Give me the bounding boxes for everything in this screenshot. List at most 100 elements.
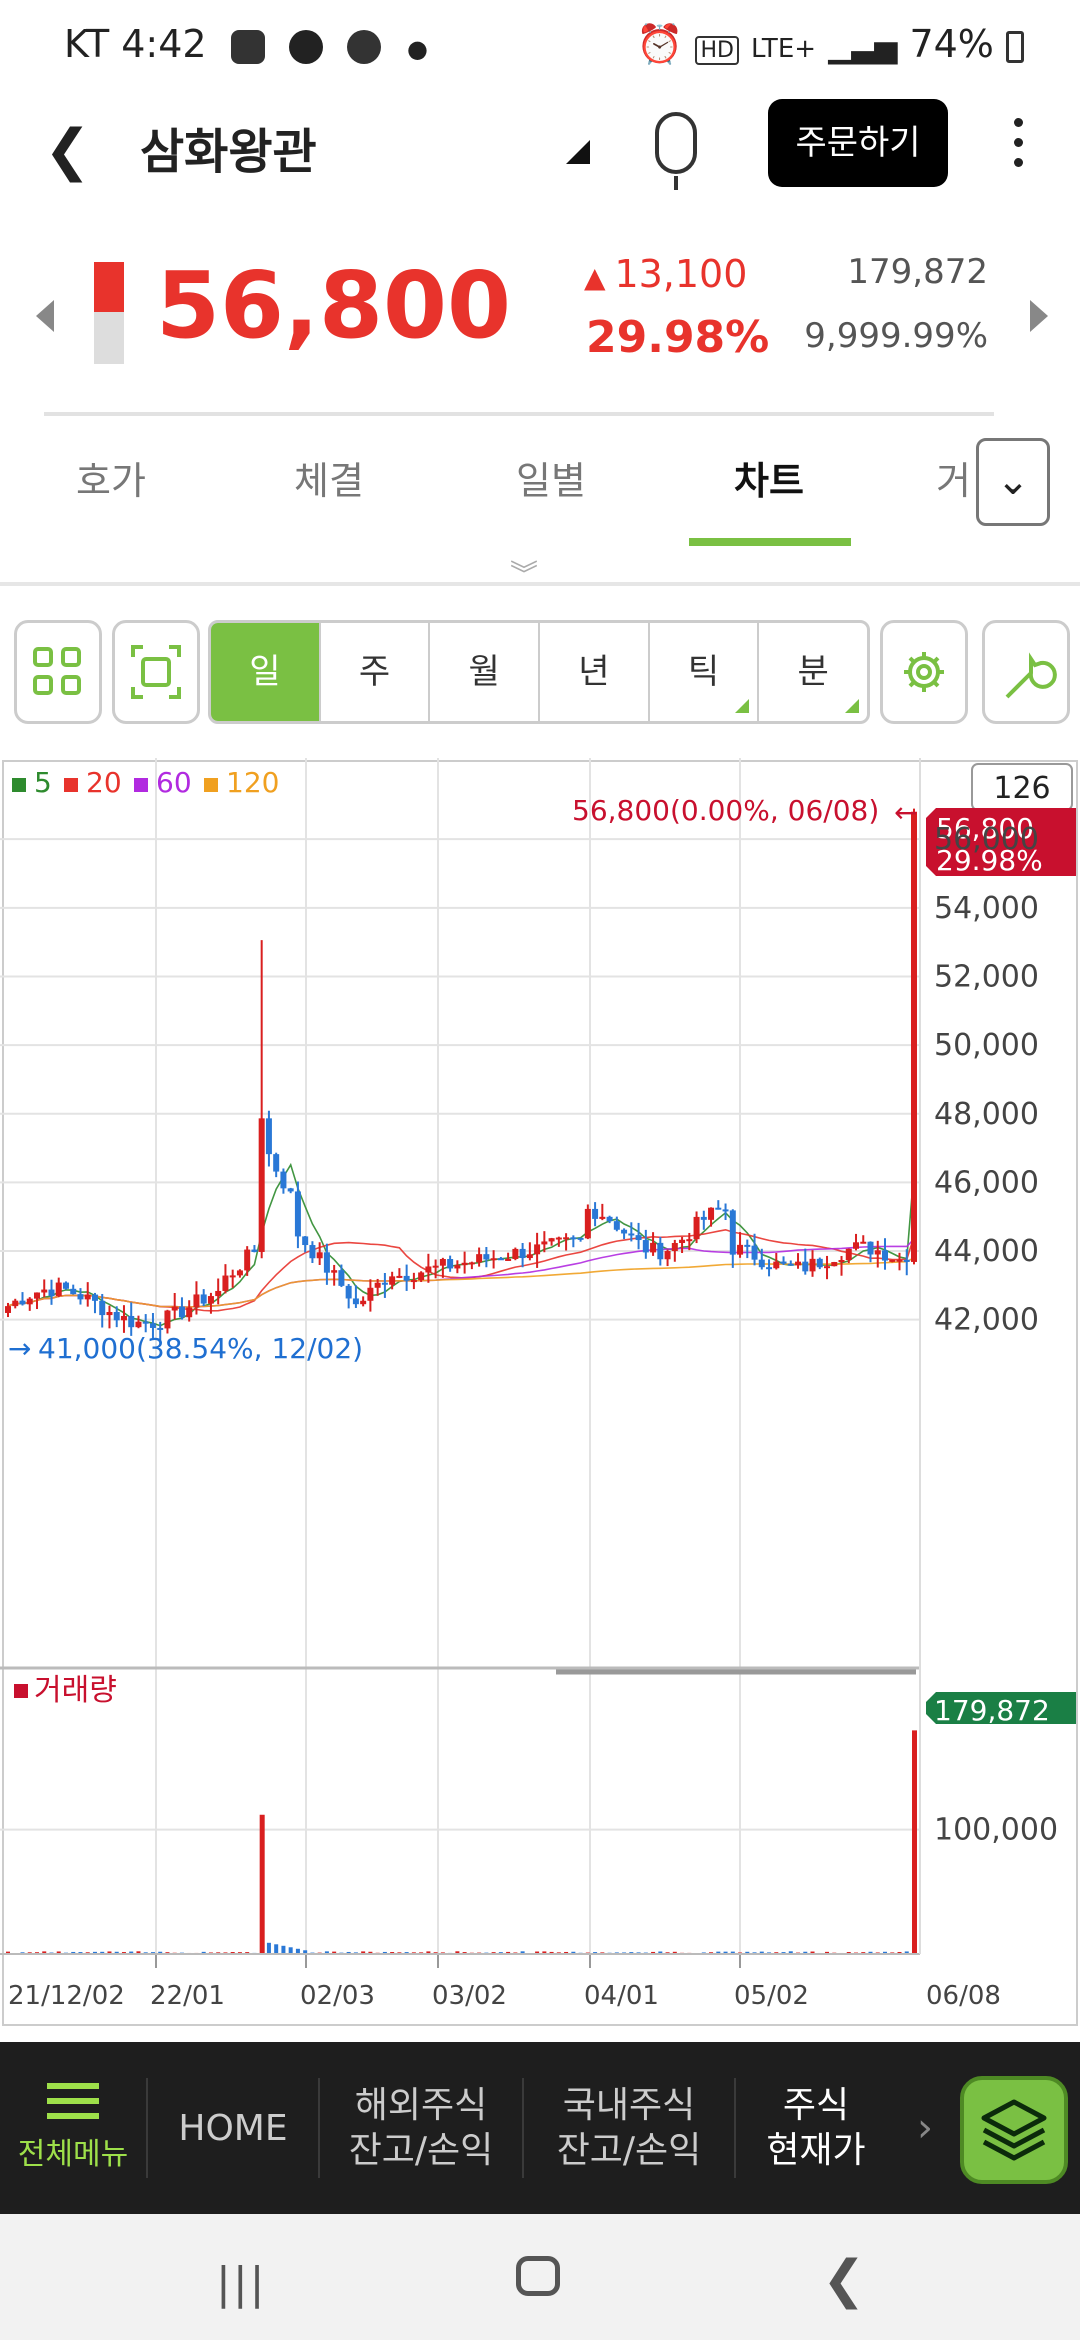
high-annotation: 56,800(0.00%, 06/08) (572, 794, 879, 827)
prev-stock-arrow-icon[interactable] (36, 300, 54, 332)
candle-body (222, 1275, 229, 1291)
candle-body (512, 1248, 519, 1259)
volume-bar (723, 1951, 728, 1954)
nav-domestic-balance[interactable]: 국내주식 잔고/손익 (524, 2042, 734, 2214)
price-tag-percent: 29.98% (936, 844, 1043, 877)
volume-bar (426, 1951, 431, 1954)
expand-chevron-icon[interactable]: ︾ (510, 558, 539, 591)
tab-chart[interactable]: 차트 (734, 459, 804, 503)
dropdown-triangle-icon[interactable] (566, 140, 590, 164)
candle-body (106, 1311, 113, 1316)
nav-scroll-right-icon[interactable]: › (917, 2105, 933, 2151)
volume-bar (266, 1942, 271, 1954)
volume-bar (759, 1951, 764, 1954)
candle-body (693, 1216, 700, 1240)
volume-bar (788, 1951, 793, 1954)
tab-trades[interactable]: 체결 (294, 459, 364, 503)
volume-bar (107, 1951, 112, 1954)
period-tick[interactable]: 틱 (647, 623, 758, 721)
next-stock-arrow-icon[interactable] (1030, 300, 1048, 332)
volume-bar (368, 1951, 373, 1954)
wrench-icon[interactable] (982, 620, 1070, 724)
order-button[interactable]: 주문하기 (768, 99, 948, 187)
volume-percent: 9,999.99% (804, 316, 988, 356)
stock-title[interactable]: 삼화왕관 (140, 124, 317, 180)
volume-bar (535, 1951, 540, 1954)
microphone-icon[interactable] (655, 112, 697, 174)
candle-body (534, 1244, 541, 1255)
volume-bar (42, 1951, 47, 1954)
gear-icon[interactable] (880, 620, 968, 724)
nav-divider (146, 2078, 148, 2178)
nav-current-line1: 주식 (782, 2085, 850, 2126)
fullscreen-icon[interactable] (112, 620, 200, 724)
candle-body (555, 1237, 562, 1240)
nav-domestic-line1: 국내주식 (562, 2085, 696, 2126)
candle-body (164, 1310, 171, 1329)
candle-body (229, 1275, 236, 1278)
full-menu-button[interactable]: 전체메뉴 (0, 2042, 146, 2214)
price-change-value: 13,100 (614, 252, 748, 296)
candle-body (845, 1248, 852, 1261)
candle-body (664, 1251, 671, 1260)
tab-daily[interactable]: 일별 (516, 459, 586, 503)
volume-bar (332, 1951, 337, 1954)
home-icon[interactable] (516, 2256, 560, 2296)
price-tick-label: 54,000 (934, 891, 1039, 926)
full-menu-label: 전체메뉴 (17, 2136, 129, 2172)
volume-bar (382, 1951, 387, 1954)
candle-body (12, 1300, 19, 1307)
gallery-icon (230, 29, 265, 64)
layers-icon[interactable] (960, 2076, 1068, 2184)
stock-chart[interactable]: 5 20 60 120 56,800(0.00%, 06/08) ← → 41,… (0, 758, 1080, 2040)
candle-body (171, 1306, 178, 1311)
back-arrow-icon[interactable]: ❮ (44, 118, 91, 183)
price-tick-label: 46,000 (934, 1165, 1039, 1200)
candle-body (258, 1118, 265, 1252)
period-month[interactable]: 월 (428, 623, 538, 721)
volume-bar (92, 1951, 97, 1954)
nav-current-price[interactable]: 주식 현재가 (736, 2042, 896, 2214)
price-tag-price: 56,800 (936, 812, 1034, 845)
volume-bar (730, 1951, 735, 1954)
current-price-tag (926, 808, 1076, 876)
low-annotation-arrow-icon: → (8, 1332, 31, 1365)
candle-body (244, 1249, 251, 1271)
system-nav-bar: ||| ❮ (0, 2214, 1080, 2340)
volume-bar (810, 1951, 815, 1954)
volume-bar (658, 1951, 663, 1954)
price-tick-label: 48,000 (934, 1097, 1039, 1132)
price-tick-label: 42,000 (934, 1303, 1039, 1338)
moving-average-line-60 (7, 1238, 915, 1308)
status-bar: KT 4:42 ● ⏰ HD LTE+ ▁▃▅ 74% (0, 0, 1080, 95)
tab-more[interactable]: 거 (936, 459, 971, 503)
back-icon[interactable]: ❮ (822, 2250, 866, 2310)
tab-hoga[interactable]: 호가 (76, 459, 146, 503)
period-year[interactable]: 년 (538, 623, 648, 721)
volume-bar (6, 1951, 10, 1954)
period-week[interactable]: 주 (318, 623, 429, 721)
candle-body (853, 1242, 860, 1249)
time-tick-label: 02/03 (300, 1981, 375, 2011)
volume-bar (100, 1951, 105, 1954)
grid-icon[interactable] (14, 620, 102, 724)
period-minute[interactable]: 분 (757, 623, 867, 721)
time-tick-label: 04/01 (584, 1981, 659, 2011)
chart-frame (2, 760, 1078, 2026)
candle-body (265, 1118, 272, 1155)
tab-dropdown-chevron-icon[interactable]: ⌄ (976, 438, 1050, 526)
period-day[interactable]: 일 (211, 623, 319, 721)
network-label: LTE+ (751, 34, 817, 64)
candle-body (802, 1261, 809, 1272)
recent-apps-icon[interactable]: ||| (216, 2258, 267, 2309)
more-options-icon[interactable] (1014, 118, 1024, 168)
volume-title: 거래량 (34, 1673, 117, 1708)
nav-home[interactable]: HOME (148, 2042, 318, 2214)
candle-body (62, 1282, 69, 1289)
legend-label-5: 5 (34, 766, 52, 799)
candle-body (280, 1171, 287, 1189)
candle-body (91, 1294, 98, 1301)
candle-body (352, 1298, 359, 1305)
candle-body (679, 1239, 686, 1243)
nav-overseas-balance[interactable]: 해외주식 잔고/손익 (320, 2042, 522, 2214)
